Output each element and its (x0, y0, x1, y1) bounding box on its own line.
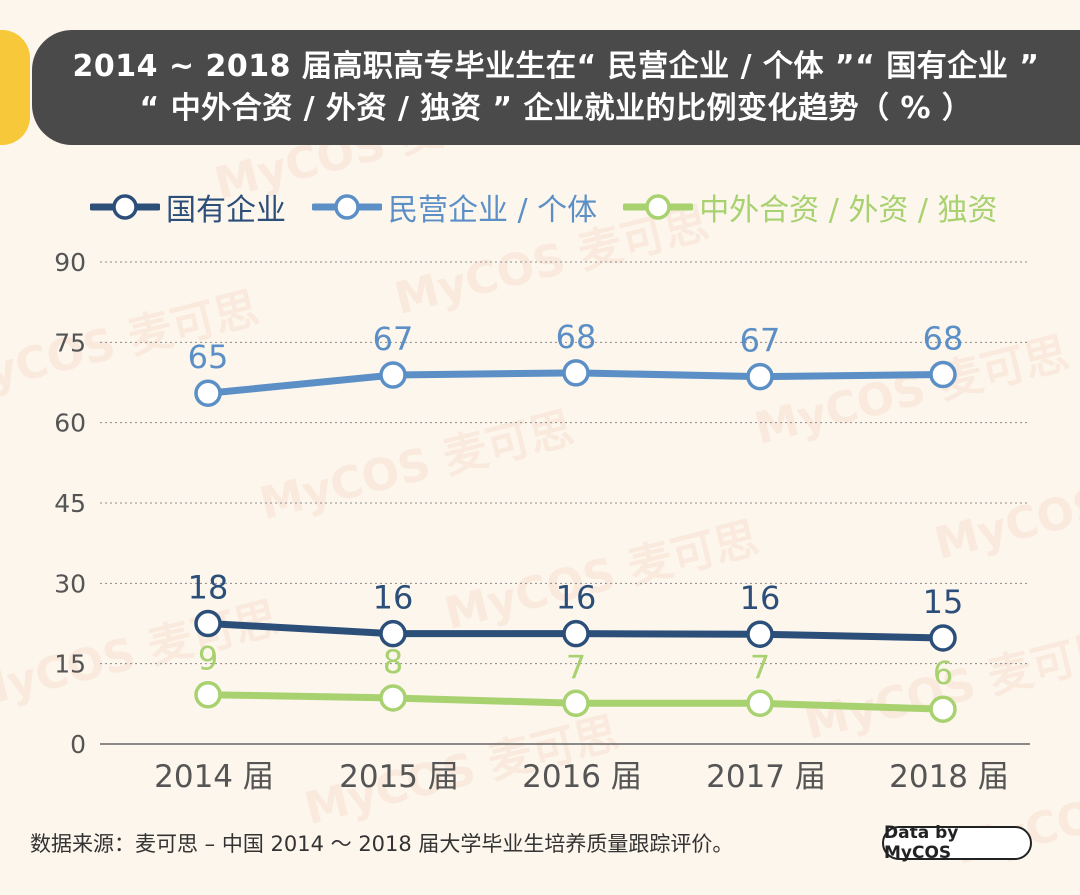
data-label: 16 (740, 579, 781, 617)
data-point (379, 361, 407, 389)
data-point (194, 379, 222, 407)
data-point (746, 689, 774, 718)
data-point (194, 680, 222, 709)
legend-marker-state-owned (90, 194, 160, 220)
data-point (929, 695, 957, 723)
chart-title-line-1: 2014 ~ 2018 届高职高专毕业生在“ 民营企业 / 个体 ”“ 国有企业… (72, 48, 1040, 84)
header-accent-tab (0, 30, 30, 145)
data-label: 68 (556, 318, 597, 356)
data-point (194, 609, 222, 638)
legend-item-private: 民营企业 / 个体 (312, 185, 597, 229)
data-point (379, 684, 407, 712)
y-tick-label: 60 (54, 409, 86, 438)
chart-title-line-2: “ 中外合资 / 外资 / 独资 ” 企业就业的比例变化趋势（ % ） (139, 90, 973, 126)
x-tick-label: 2014 届 (154, 759, 274, 795)
data-label: 67 (373, 320, 414, 358)
legend-label-state-owned: 国有企业 (166, 193, 286, 228)
data-point (562, 619, 590, 648)
x-tick-label: 2017 届 (706, 759, 826, 795)
y-tick-label: 45 (54, 489, 86, 518)
data-point (379, 619, 407, 648)
data-label: 7 (750, 648, 770, 686)
x-tick-label: 2015 届 (339, 759, 459, 795)
data-label: 15 (923, 583, 964, 621)
data-label: 65 (188, 338, 229, 376)
x-tick-label: 2018 届 (889, 759, 1009, 795)
legend-item-foreign: 中外合资 / 外资 / 独资 (623, 185, 998, 229)
data-label: 16 (373, 579, 414, 617)
data-label: 16 (556, 579, 597, 617)
legend-marker-private (312, 194, 382, 220)
data-label: 68 (923, 319, 964, 357)
data-label: 9 (198, 640, 218, 678)
data-point (746, 362, 774, 391)
data-point (746, 620, 774, 648)
legend-label-private: 民营企业 / 个体 (388, 193, 598, 228)
data-by-badge: Data by MyCOS (882, 823, 1032, 863)
data-label: 18 (188, 569, 229, 607)
data-label: 8 (383, 643, 403, 681)
y-tick-label: 15 (54, 650, 86, 679)
data-point (929, 624, 957, 652)
legend-label-foreign: 中外合资 / 外资 / 独资 (699, 193, 998, 228)
y-tick-label: 30 (54, 569, 86, 598)
data-label: 67 (740, 322, 781, 360)
y-tick-label: 90 (54, 248, 86, 277)
x-tick-label: 2016 届 (522, 759, 642, 795)
y-tick-label: 75 (54, 328, 86, 357)
chart-legend: 国有企业 民营企业 / 个体 中外合资 / 外资 / 独资 (90, 184, 1024, 230)
data-label: 7 (566, 648, 586, 686)
data-point (929, 360, 957, 389)
data-label: 6 (933, 654, 953, 692)
y-tick-label: 0 (70, 730, 86, 759)
data-point (562, 359, 590, 387)
data-source-note: 数据来源：麦可思 – 中国 2014 ～ 2018 届大学毕业生培养质量跟踪评价… (30, 832, 734, 856)
data-point (562, 689, 590, 718)
legend-marker-foreign (623, 194, 694, 220)
legend-item-state-owned: 国有企业 (90, 185, 286, 229)
title-banner: 2014 ~ 2018 届高职高专毕业生在“ 民营企业 / 个体 ”“ 国有企业… (32, 30, 1080, 145)
